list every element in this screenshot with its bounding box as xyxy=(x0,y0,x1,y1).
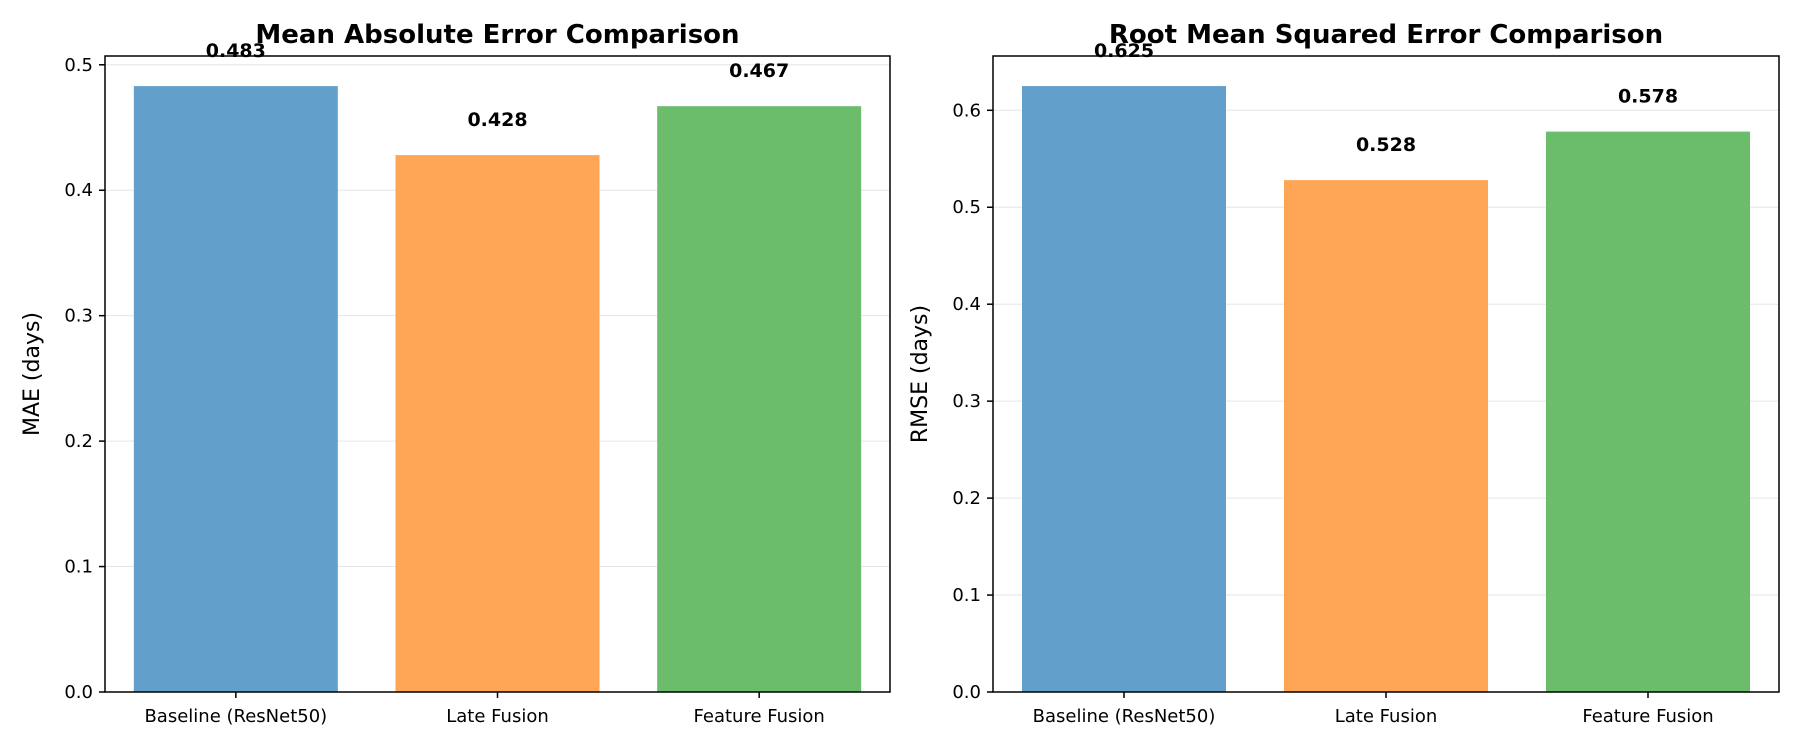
rmse-category-label-2: Feature Fusion xyxy=(1582,706,1713,727)
rmse-bar-2 xyxy=(1546,131,1750,692)
mae-ytick-label-4: 0.4 xyxy=(64,180,93,201)
mae-ytick-label-1: 0.1 xyxy=(64,557,93,578)
mae-category-label-0: Baseline (ResNet50) xyxy=(144,706,327,727)
mae-value-label-1: 0.428 xyxy=(467,109,527,131)
rmse-ytick-label-0: 0.0 xyxy=(952,682,981,703)
mae-chart-panel: 0.4830.4280.4670.00.10.20.30.40.5Baselin… xyxy=(20,20,891,727)
mae-bar-1 xyxy=(395,155,600,692)
rmse-bar-1 xyxy=(1284,180,1488,692)
mae-y-axis-label: MAE (days) xyxy=(20,312,45,436)
rmse-y-axis-label: RMSE (days) xyxy=(908,305,933,443)
mae-category-label-2: Feature Fusion xyxy=(694,706,825,727)
rmse-ytick-label-3: 0.3 xyxy=(952,391,981,412)
mae-value-label-2: 0.467 xyxy=(729,60,789,82)
rmse-ytick-label-6: 0.6 xyxy=(952,100,981,121)
mae-bar-2 xyxy=(657,106,862,693)
rmse-category-label-0: Baseline (ResNet50) xyxy=(1033,706,1216,727)
mae-chart-title: Mean Absolute Error Comparison xyxy=(255,20,739,50)
mae-ytick-label-0: 0.0 xyxy=(64,682,93,703)
rmse-category-label-1: Late Fusion xyxy=(1335,706,1438,727)
rmse-chart-panel: 0.6250.5280.5780.00.10.20.30.40.50.6Base… xyxy=(908,20,1780,727)
rmse-value-label-1: 0.528 xyxy=(1356,134,1416,156)
mae-ytick-label-5: 0.5 xyxy=(64,55,93,76)
mae-ytick-label-3: 0.3 xyxy=(64,306,93,327)
rmse-value-label-2: 0.578 xyxy=(1618,86,1678,108)
rmse-ytick-label-5: 0.5 xyxy=(952,197,981,218)
mae-bar-0 xyxy=(133,86,338,692)
rmse-ytick-label-1: 0.1 xyxy=(952,585,981,606)
rmse-chart-title: Root Mean Squared Error Comparison xyxy=(1109,20,1663,50)
rmse-ytick-label-2: 0.2 xyxy=(952,488,981,509)
mae-category-label-1: Late Fusion xyxy=(446,706,549,727)
rmse-ytick-label-4: 0.4 xyxy=(952,294,981,315)
mae-ytick-label-2: 0.2 xyxy=(64,431,93,452)
rmse-bar-0 xyxy=(1022,86,1226,693)
